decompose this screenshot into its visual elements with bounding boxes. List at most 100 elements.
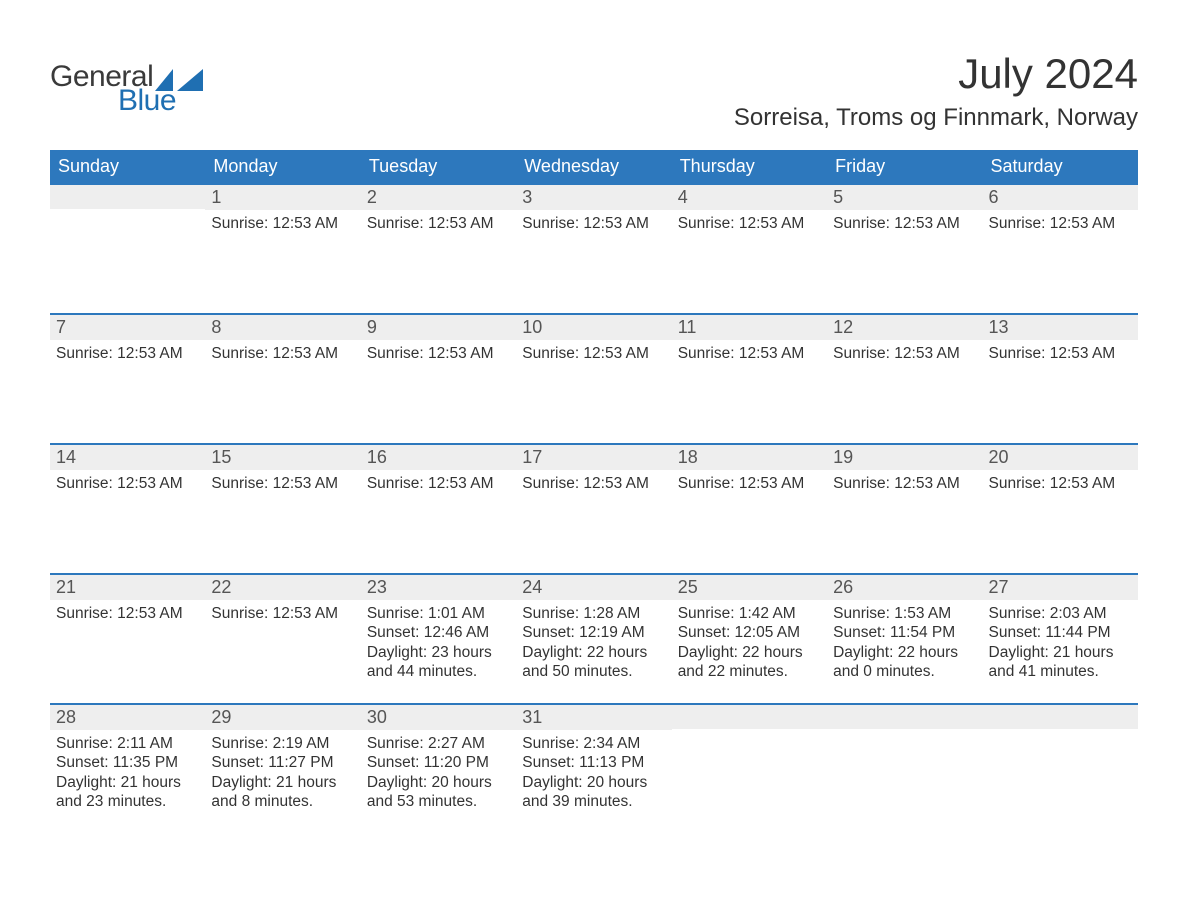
day-details: Sunrise: 12:53 AM xyxy=(827,340,982,367)
day-number: 9 xyxy=(361,315,516,340)
day-details: Sunrise: 2:03 AMSunset: 11:44 PMDaylight… xyxy=(983,600,1138,686)
day-details: Sunrise: 12:53 AM xyxy=(205,600,360,627)
day-detail-line: Sunset: 11:13 PM xyxy=(522,753,665,772)
day-details: Sunrise: 12:53 AM xyxy=(50,470,205,497)
day-details: Sunrise: 12:53 AM xyxy=(361,340,516,367)
day-detail-line: Sunrise: 12:53 AM xyxy=(678,214,821,233)
calendar-day-cell: 10Sunrise: 12:53 AM xyxy=(516,315,671,443)
calendar-day-cell: 4 Sunrise: 12:53 AM xyxy=(672,185,827,313)
day-number: 25 xyxy=(672,575,827,600)
day-details: Sunrise: 2:27 AMSunset: 11:20 PMDaylight… xyxy=(361,730,516,816)
calendar-day-cell: 30Sunrise: 2:27 AMSunset: 11:20 PMDaylig… xyxy=(361,705,516,825)
weekday-header: Saturday xyxy=(983,150,1138,183)
day-detail-line: Sunset: 12:19 AM xyxy=(522,623,665,642)
day-number: 5 xyxy=(827,185,982,210)
day-details: Sunrise: 12:53 AM xyxy=(827,470,982,497)
logo: General Blue xyxy=(50,60,203,118)
day-details: Sunrise: 12:53 AM xyxy=(516,340,671,367)
calendar-week: 7Sunrise: 12:53 AM8Sunrise: 12:53 AM9 Sun… xyxy=(50,313,1138,443)
day-details: Sunrise: 12:53 AM xyxy=(516,210,671,237)
calendar-day-cell: 11Sunrise: 12:53 AM xyxy=(672,315,827,443)
day-number: 18 xyxy=(672,445,827,470)
calendar-day-cell: 8Sunrise: 12:53 AM xyxy=(205,315,360,443)
calendar-day-cell: 5 Sunrise: 12:53 AM xyxy=(827,185,982,313)
location-subtitle: Sorreisa, Troms og Finnmark, Norway xyxy=(734,104,1138,132)
day-number: 19 xyxy=(827,445,982,470)
day-details: Sunrise: 12:53 AM xyxy=(827,210,982,237)
calendar-day-cell: 25Sunrise: 1:42 AMSunset: 12:05 AMDaylig… xyxy=(672,575,827,703)
day-detail-line: Sunrise: 12:53 AM xyxy=(56,344,199,363)
day-detail-line: Sunrise: 12:53 AM xyxy=(989,344,1132,363)
weekday-header: Sunday xyxy=(50,150,205,183)
day-details xyxy=(827,729,982,737)
day-details: Sunrise: 12:53 AM xyxy=(672,470,827,497)
day-detail-line: Sunrise: 12:53 AM xyxy=(989,474,1132,493)
day-details: Sunrise: 12:53 AM xyxy=(205,210,360,237)
day-number: 28 xyxy=(50,705,205,730)
day-detail-line: Sunrise: 2:27 AM xyxy=(367,734,510,753)
day-detail-line: Sunrise: 12:53 AM xyxy=(56,604,199,623)
page-title: July 2024 xyxy=(734,50,1138,98)
day-detail-line: Sunrise: 1:01 AM xyxy=(367,604,510,623)
day-details: Sunrise: 1:01 AMSunset: 12:46 AMDaylight… xyxy=(361,600,516,686)
weekday-header: Wednesday xyxy=(516,150,671,183)
calendar-day-cell xyxy=(827,705,982,825)
calendar-day-cell: 14 Sunrise: 12:53 AM xyxy=(50,445,205,573)
day-number: 14 xyxy=(50,445,205,470)
calendar-day-cell: 21Sunrise: 12:53 AM xyxy=(50,575,205,703)
calendar-day-cell: 18 Sunrise: 12:53 AM xyxy=(672,445,827,573)
day-details: Sunrise: 1:42 AMSunset: 12:05 AMDaylight… xyxy=(672,600,827,686)
day-number: 16 xyxy=(361,445,516,470)
calendar: Sunday Monday Tuesday Wednesday Thursday… xyxy=(50,150,1138,825)
day-detail-line: Sunrise: 12:53 AM xyxy=(678,474,821,493)
calendar-day-cell: 6Sunrise: 12:53 AM xyxy=(983,185,1138,313)
day-number: 15 xyxy=(205,445,360,470)
day-details: Sunrise: 12:53 AM xyxy=(361,470,516,497)
day-detail-line: Sunrise: 12:53 AM xyxy=(367,344,510,363)
header: General Blue July 2024 Sorreisa, Troms o… xyxy=(50,50,1138,132)
day-detail-line: Sunrise: 12:53 AM xyxy=(367,474,510,493)
calendar-day-cell: 20 Sunrise: 12:53 AM xyxy=(983,445,1138,573)
day-detail-line: Daylight: 21 hours and 41 minutes. xyxy=(989,643,1132,682)
calendar-day-cell: 22Sunrise: 12:53 AM xyxy=(205,575,360,703)
day-detail-line: Sunrise: 1:42 AM xyxy=(678,604,821,623)
day-number: 17 xyxy=(516,445,671,470)
day-number: 23 xyxy=(361,575,516,600)
calendar-day-cell: 23Sunrise: 1:01 AMSunset: 12:46 AMDaylig… xyxy=(361,575,516,703)
day-details: Sunrise: 12:53 AM xyxy=(205,340,360,367)
weekday-header: Tuesday xyxy=(361,150,516,183)
calendar-day-cell: 31Sunrise: 2:34 AMSunset: 11:13 PMDaylig… xyxy=(516,705,671,825)
day-detail-line: Sunrise: 12:53 AM xyxy=(211,214,354,233)
day-detail-line: Daylight: 21 hours and 23 minutes. xyxy=(56,773,199,812)
calendar-day-cell: 13Sunrise: 12:53 AM xyxy=(983,315,1138,443)
calendar-day-cell: 19Sunrise: 12:53 AM xyxy=(827,445,982,573)
day-number: 30 xyxy=(361,705,516,730)
title-block: July 2024 Sorreisa, Troms og Finnmark, N… xyxy=(734,50,1138,132)
calendar-day-cell: 9 Sunrise: 12:53 AM xyxy=(361,315,516,443)
day-detail-line: Sunrise: 12:53 AM xyxy=(211,344,354,363)
calendar-day-cell: 29Sunrise: 2:19 AMSunset: 11:27 PMDaylig… xyxy=(205,705,360,825)
day-detail-line: Sunrise: 2:11 AM xyxy=(56,734,199,753)
day-number xyxy=(827,705,982,729)
calendar-week: 28 Sunrise: 2:11 AMSunset: 11:35 PMDaylig… xyxy=(50,703,1138,825)
calendar-day-cell: 15Sunrise: 12:53 AM xyxy=(205,445,360,573)
calendar-week: 14Sunrise: 12:53 AM15Sunrise: 12:53 AM16… xyxy=(50,443,1138,573)
day-detail-line: Sunset: 12:46 AM xyxy=(367,623,510,642)
day-number xyxy=(672,705,827,729)
day-number: 4 xyxy=(672,185,827,210)
day-detail-line: Sunrise: 12:53 AM xyxy=(522,214,665,233)
day-details: Sunrise: 12:53 AM xyxy=(672,210,827,237)
calendar-day-cell: 16 Sunrise: 12:53 AM xyxy=(361,445,516,573)
day-number: 20 xyxy=(983,445,1138,470)
day-details: Sunrise: 12:53 AM xyxy=(50,600,205,627)
calendar-day-cell: 2Sunrise: 12:53 AM xyxy=(361,185,516,313)
day-number: 6 xyxy=(983,185,1138,210)
calendar-day-cell: 7Sunrise: 12:53 AM xyxy=(50,315,205,443)
day-details: Sunrise: 12:53 AM xyxy=(50,340,205,367)
day-details: Sunrise: 2:34 AMSunset: 11:13 PMDaylight… xyxy=(516,730,671,816)
day-detail-line: Sunrise: 12:53 AM xyxy=(833,214,976,233)
day-detail-line: Sunrise: 12:53 AM xyxy=(522,344,665,363)
day-detail-line: Sunrise: 12:53 AM xyxy=(56,474,199,493)
day-detail-line: Sunset: 11:35 PM xyxy=(56,753,199,772)
day-detail-line: Sunrise: 2:34 AM xyxy=(522,734,665,753)
